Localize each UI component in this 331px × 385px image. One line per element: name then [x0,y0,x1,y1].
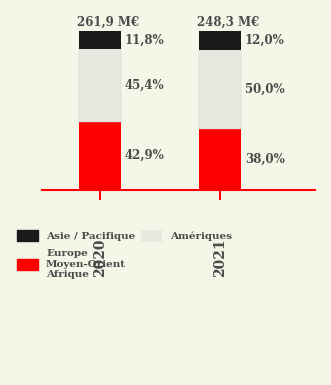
Bar [199,31,241,50]
Text: 42,9%: 42,9% [125,149,165,162]
Bar [199,50,241,129]
Text: 12,0%: 12,0% [245,34,285,47]
Text: 248,3 M€: 248,3 M€ [197,15,259,28]
Bar [79,122,121,190]
Bar [199,129,241,190]
Bar [79,50,121,122]
Text: 261,9 M€: 261,9 M€ [77,15,139,28]
Text: 50,0%: 50,0% [245,83,284,96]
Text: 38,0%: 38,0% [245,153,285,166]
Text: 11,8%: 11,8% [125,33,165,47]
Legend: Asie / Pacifique, Europe
Moyen-Orient
Afrique, Amériques: Asie / Pacifique, Europe Moyen-Orient Af… [13,226,236,283]
Bar [79,31,121,50]
Text: 45,4%: 45,4% [125,79,165,92]
